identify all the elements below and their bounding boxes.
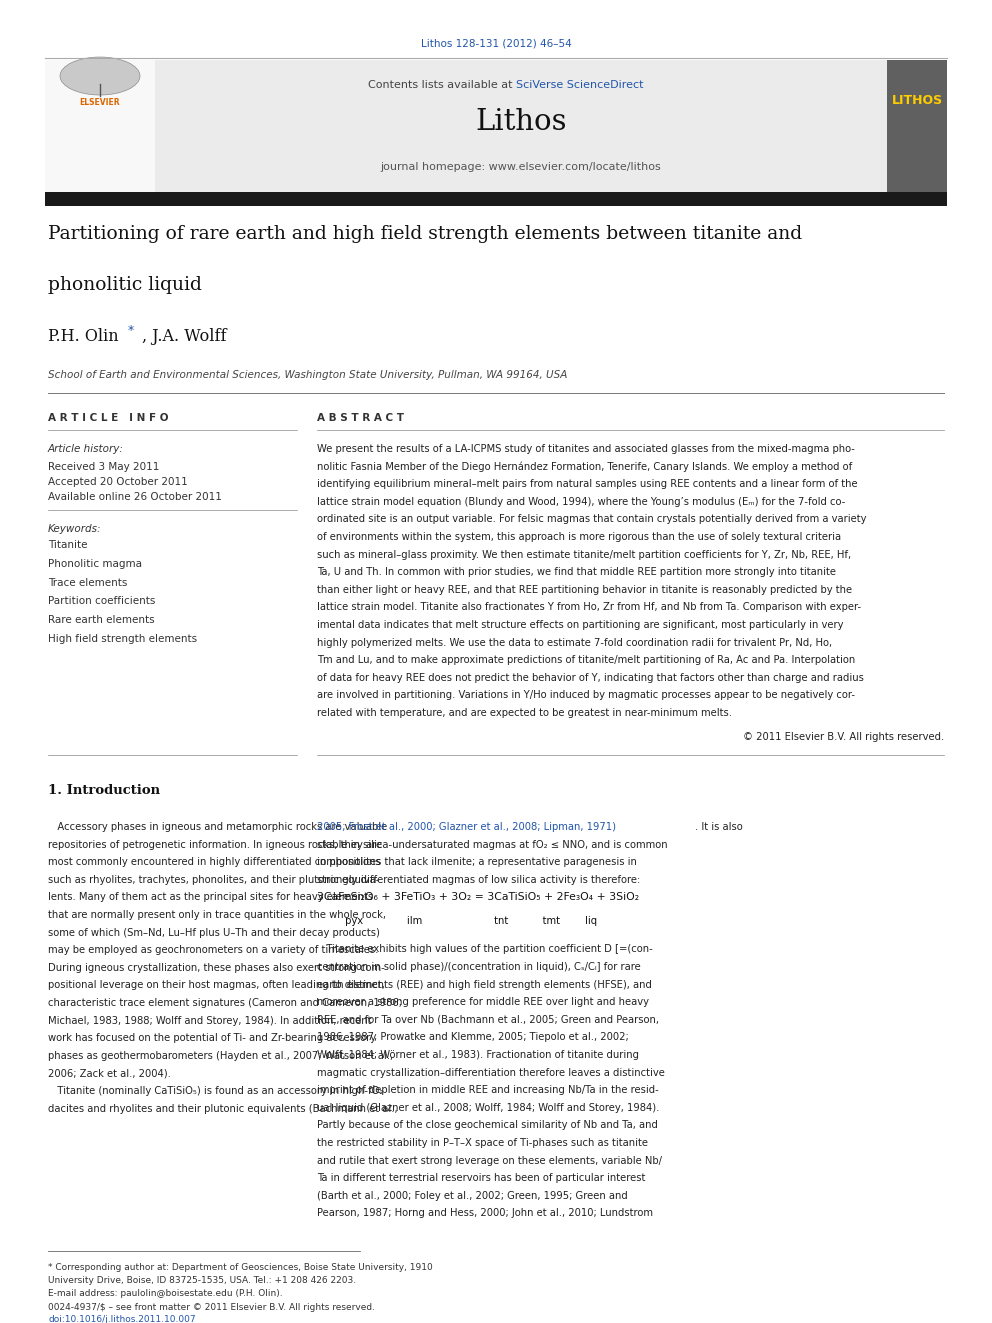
Text: lattice strain model. Titanite also fractionates Y from Ho, Zr from Hf, and Nb f: lattice strain model. Titanite also frac…: [317, 602, 861, 613]
Text: © 2011 Elsevier B.V. All rights reserved.: © 2011 Elsevier B.V. All rights reserved…: [743, 732, 944, 742]
Text: * Corresponding author at: Department of Geosciences, Boise State University, 19: * Corresponding author at: Department of…: [48, 1263, 433, 1271]
Text: of environments within the system, this approach is more rigorous than the use o: of environments within the system, this …: [317, 532, 841, 542]
Text: dacites and rhyolites and their plutonic equivalents (Bachmann et al.,: dacites and rhyolites and their plutonic…: [48, 1103, 398, 1114]
Text: phases as geothermobarometers (Hayden et al., 2007; Watson et al.,: phases as geothermobarometers (Hayden et…: [48, 1050, 393, 1061]
Text: Received 3 May 2011: Received 3 May 2011: [48, 462, 160, 472]
Text: strongly differentiated magmas of low silica activity is therefore:: strongly differentiated magmas of low si…: [317, 875, 640, 885]
Text: lents. Many of them act as the principal sites for heavy elements: lents. Many of them act as the principal…: [48, 893, 373, 902]
Text: and rutile that exert strong leverage on these elements, variable Nb/: and rutile that exert strong leverage on…: [317, 1155, 662, 1166]
Bar: [155, 60, 887, 198]
Text: such as rhyolites, trachytes, phonolites, and their plutonic equiva-: such as rhyolites, trachytes, phonolites…: [48, 875, 379, 885]
Text: imprint of depletion in middle REE and increasing Nb/Ta in the resid-: imprint of depletion in middle REE and i…: [317, 1085, 659, 1095]
Text: lattice strain model equation (Blundy and Wood, 1994), where the Young’s modulus: lattice strain model equation (Blundy an…: [317, 497, 845, 507]
Text: such as mineral–glass proximity. We then estimate titanite/melt partition coeffi: such as mineral–glass proximity. We then…: [317, 549, 851, 560]
Text: repositories of petrogenetic information. In igneous rocks, they are: repositories of petrogenetic information…: [48, 840, 382, 849]
Text: Partition coefficients: Partition coefficients: [48, 597, 156, 606]
Text: Ta in different terrestrial reservoirs has been of particular interest: Ta in different terrestrial reservoirs h…: [317, 1174, 646, 1183]
Text: ual liquid (Glazner et al., 2008; Wolff, 1984; Wolff and Storey, 1984).: ual liquid (Glazner et al., 2008; Wolff,…: [317, 1103, 660, 1113]
Text: Titanite (nominally CaTiSiO₅) is found as an accessory in high-fO₂: Titanite (nominally CaTiSiO₅) is found a…: [48, 1086, 383, 1095]
Text: School of Earth and Environmental Sciences, Washington State University, Pullman: School of Earth and Environmental Scienc…: [48, 370, 567, 380]
Text: (Barth et al., 2000; Foley et al., 2002; Green, 1995; Green and: (Barth et al., 2000; Foley et al., 2002;…: [317, 1191, 628, 1201]
Text: magmatic crystallization–differentiation therefore leaves a distinctive: magmatic crystallization–differentiation…: [317, 1068, 665, 1078]
Text: Available online 26 October 2011: Available online 26 October 2011: [48, 492, 222, 501]
Text: , J.A. Wolff: , J.A. Wolff: [142, 328, 226, 345]
Text: earth elements (REE) and high field strength elements (HFSE), and: earth elements (REE) and high field stre…: [317, 979, 652, 990]
Text: are involved in partitioning. Variations in Y/Ho induced by magmatic processes a: are involved in partitioning. Variations…: [317, 691, 855, 700]
Text: 2005; Frost et al., 2000; Glazner et al., 2008; Lipman, 1971): 2005; Frost et al., 2000; Glazner et al.…: [317, 822, 616, 832]
Text: High field strength elements: High field strength elements: [48, 634, 197, 644]
Text: A B S T R A C T: A B S T R A C T: [317, 413, 404, 423]
Text: most commonly encountered in highly differentiated compositions: most commonly encountered in highly diff…: [48, 857, 381, 867]
Text: characteristic trace element signatures (Cameron and Cameron, 1986;: characteristic trace element signatures …: [48, 998, 402, 1008]
Ellipse shape: [60, 57, 140, 95]
Text: University Drive, Boise, ID 83725-1535, USA. Tel.: +1 208 426 2203.: University Drive, Boise, ID 83725-1535, …: [48, 1275, 356, 1285]
Text: pyx              ilm                       tnt           tmt        liq: pyx ilm tnt tmt liq: [317, 917, 597, 926]
Text: P.H. Olin: P.H. Olin: [48, 328, 119, 345]
Text: Tm and Lu, and to make approximate predictions of titanite/melt partitioning of : Tm and Lu, and to make approximate predi…: [317, 655, 855, 665]
Text: of data for heavy REE does not predict the behavior of Y, indicating that factor: of data for heavy REE does not predict t…: [317, 673, 864, 683]
Text: may be employed as geochronometers on a variety of timescales.: may be employed as geochronometers on a …: [48, 945, 378, 955]
Text: highly polymerized melts. We use the data to estimate 7-fold coordination radii : highly polymerized melts. We use the dat…: [317, 638, 832, 647]
Text: E-mail address: paulolin@boisestate.edu (P.H. Olin).: E-mail address: paulolin@boisestate.edu …: [48, 1289, 283, 1298]
Text: centration in solid phase)/(concentration in liquid), Cₛ/Cₗ] for rare: centration in solid phase)/(concentratio…: [317, 962, 641, 972]
Text: SciVerse ScienceDirect: SciVerse ScienceDirect: [516, 79, 644, 90]
Text: stable in silica-undersaturated magmas at fO₂ ≤ NNO, and is common: stable in silica-undersaturated magmas a…: [317, 840, 668, 849]
Text: Phonolitic magma: Phonolitic magma: [48, 558, 142, 569]
Text: journal homepage: www.elsevier.com/locate/lithos: journal homepage: www.elsevier.com/locat…: [381, 161, 662, 172]
Text: doi:10.1016/j.lithos.2011.10.007: doi:10.1016/j.lithos.2011.10.007: [48, 1315, 195, 1323]
Text: During igneous crystallization, these phases also exert strong com-: During igneous crystallization, these ph…: [48, 963, 385, 972]
Text: Pearson, 1987; Horng and Hess, 2000; John et al., 2010; Lundstrom: Pearson, 1987; Horng and Hess, 2000; Joh…: [317, 1208, 653, 1218]
Text: 0024-4937/$ – see front matter © 2011 Elsevier B.V. All rights reserved.: 0024-4937/$ – see front matter © 2011 El…: [48, 1303, 375, 1312]
Text: Partly because of the close geochemical similarity of Nb and Ta, and: Partly because of the close geochemical …: [317, 1121, 658, 1130]
Text: Accessory phases in igneous and metamorphic rocks are valuable: Accessory phases in igneous and metamorp…: [48, 822, 387, 832]
Text: Trace elements: Trace elements: [48, 578, 127, 587]
Text: phonolitic liquid: phonolitic liquid: [48, 277, 202, 294]
Text: nolitic Fasnia Member of the Diego Hernández Formation, Tenerife, Canary Islands: nolitic Fasnia Member of the Diego Herná…: [317, 462, 852, 472]
Text: that are normally present only in trace quantities in the whole rock,: that are normally present only in trace …: [48, 910, 386, 919]
Text: positional leverage on their host magmas, often leading to distinct,: positional leverage on their host magmas…: [48, 980, 385, 991]
Text: Contents lists available at: Contents lists available at: [368, 79, 516, 90]
Text: identifying equilibrium mineral–melt pairs from natural samples using REE conten: identifying equilibrium mineral–melt pai…: [317, 479, 858, 490]
Text: ordinated site is an output variable. For felsic magmas that contain crystals po: ordinated site is an output variable. Fo…: [317, 515, 866, 524]
Text: *: *: [128, 324, 134, 337]
Text: Lithos: Lithos: [475, 108, 566, 136]
Text: REE, and for Ta over Nb (Bachmann et al., 2005; Green and Pearson,: REE, and for Ta over Nb (Bachmann et al.…: [317, 1015, 659, 1025]
Text: some of which (Sm–Nd, Lu–Hf plus U–Th and their decay products): some of which (Sm–Nd, Lu–Hf plus U–Th an…: [48, 927, 380, 938]
Text: Lithos 128-131 (2012) 46–54: Lithos 128-131 (2012) 46–54: [421, 38, 571, 48]
Text: Titanite: Titanite: [48, 540, 87, 550]
Text: Keywords:: Keywords:: [48, 524, 101, 534]
Text: the restricted stability in P–T–X space of Ti-phases such as titanite: the restricted stability in P–T–X space …: [317, 1138, 648, 1148]
Text: Ta, U and Th. In common with prior studies, we find that middle REE partition mo: Ta, U and Th. In common with prior studi…: [317, 568, 836, 577]
Text: 1. Introduction: 1. Introduction: [48, 785, 160, 796]
Text: Rare earth elements: Rare earth elements: [48, 615, 155, 626]
Text: Article history:: Article history:: [48, 445, 124, 454]
Text: than either light or heavy REE, and that REE partitioning behavior in titanite i: than either light or heavy REE, and that…: [317, 585, 852, 595]
Text: ELSEVIER: ELSEVIER: [79, 98, 120, 107]
Text: in phonolites that lack ilmenite; a representative paragenesis in: in phonolites that lack ilmenite; a repr…: [317, 857, 637, 867]
Text: We present the results of a LA-ICPMS study of titanites and associated glasses f: We present the results of a LA-ICPMS stu…: [317, 445, 855, 454]
Bar: [45, 60, 155, 198]
Text: Accepted 20 October 2011: Accepted 20 October 2011: [48, 478, 187, 487]
Bar: [887, 60, 947, 198]
Text: imental data indicates that melt structure effects on partitioning are significa: imental data indicates that melt structu…: [317, 620, 843, 630]
Text: work has focused on the potential of Ti- and Zr-bearing accessory: work has focused on the potential of Ti-…: [48, 1033, 376, 1044]
Text: 1986, 1987; Prowatke and Klemme, 2005; Tiepolo et al., 2002;: 1986, 1987; Prowatke and Klemme, 2005; T…: [317, 1032, 629, 1043]
Text: 2006; Zack et al., 2004).: 2006; Zack et al., 2004).: [48, 1069, 171, 1078]
Text: Wolff, 1984; Wörner et al., 1983). Fractionation of titanite during: Wolff, 1984; Wörner et al., 1983). Fract…: [317, 1050, 639, 1060]
Text: Michael, 1983, 1988; Wolff and Storey, 1984). In addition, recent: Michael, 1983, 1988; Wolff and Storey, 1…: [48, 1016, 371, 1025]
Bar: [45, 192, 947, 206]
Text: moreover a strong preference for middle REE over light and heavy: moreover a strong preference for middle …: [317, 998, 649, 1007]
Text: Titanite exhibits high values of the partition coefficient D [=(con-: Titanite exhibits high values of the par…: [317, 945, 653, 954]
Text: related with temperature, and are expected to be greatest in near-minimum melts.: related with temperature, and are expect…: [317, 708, 732, 718]
Text: LITHOS: LITHOS: [892, 94, 942, 107]
Text: . It is also: . It is also: [695, 822, 743, 832]
Text: A R T I C L E   I N F O: A R T I C L E I N F O: [48, 413, 169, 423]
Text: Partitioning of rare earth and high field strength elements between titanite and: Partitioning of rare earth and high fiel…: [48, 225, 803, 243]
Text: 3CaFeSi₂O₆ + 3FeTiO₃ + 3O₂ = 3CaTiSiO₅ + 2Fe₃O₄ + 3SiO₂: 3CaFeSi₂O₆ + 3FeTiO₃ + 3O₂ = 3CaTiSiO₅ +…: [317, 893, 639, 902]
